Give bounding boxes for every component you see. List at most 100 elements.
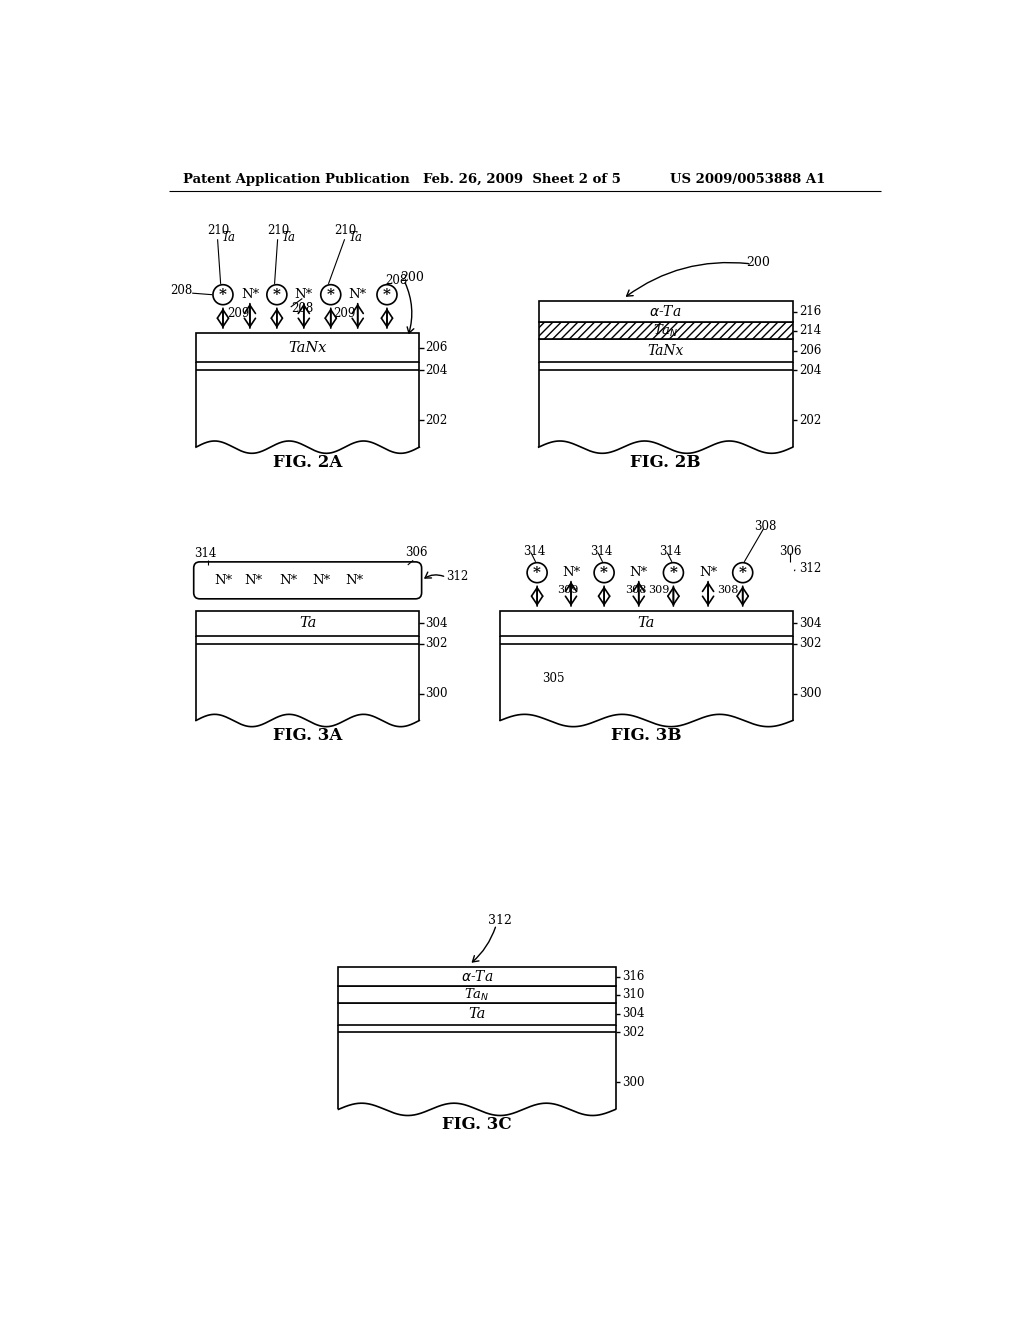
- Text: 316: 316: [622, 970, 644, 983]
- Text: 308: 308: [755, 520, 776, 533]
- Text: Feb. 26, 2009  Sheet 2 of 5: Feb. 26, 2009 Sheet 2 of 5: [423, 173, 621, 186]
- Text: FIG. 3A: FIG. 3A: [273, 727, 342, 744]
- Text: Ta$_N$: Ta$_N$: [464, 986, 489, 1003]
- Text: 300: 300: [425, 686, 447, 700]
- Text: 208: 208: [170, 284, 193, 297]
- Bar: [539, 339, 793, 363]
- Text: 204: 204: [799, 363, 821, 376]
- Text: *: *: [219, 288, 227, 302]
- Circle shape: [733, 562, 753, 582]
- Text: 209: 209: [333, 308, 355, 321]
- Text: 210: 210: [208, 224, 229, 238]
- Text: N*: N*: [630, 566, 648, 579]
- FancyBboxPatch shape: [194, 562, 422, 599]
- Text: 214: 214: [799, 325, 821, 338]
- Bar: [196, 333, 419, 363]
- Circle shape: [664, 562, 683, 582]
- Text: 209: 209: [226, 308, 249, 321]
- Text: N*: N*: [699, 566, 717, 579]
- Text: N*: N*: [562, 566, 580, 579]
- Text: *: *: [670, 566, 677, 579]
- Bar: [539, 301, 793, 322]
- Text: 210: 210: [267, 224, 290, 238]
- Text: 314: 314: [590, 545, 612, 557]
- Text: 200: 200: [746, 256, 770, 269]
- Text: N*: N*: [214, 574, 232, 587]
- Bar: [539, 322, 793, 339]
- Text: 300: 300: [622, 1076, 644, 1089]
- Text: FIG. 2A: FIG. 2A: [273, 454, 342, 471]
- Text: 314: 314: [523, 545, 546, 557]
- Text: N*: N*: [345, 574, 362, 587]
- Text: FIG. 3B: FIG. 3B: [611, 727, 682, 744]
- Text: 306: 306: [779, 545, 802, 557]
- Bar: [196, 611, 419, 636]
- Text: FIG. 3C: FIG. 3C: [442, 1117, 512, 1134]
- Text: $\alpha$-Ta: $\alpha$-Ta: [461, 969, 494, 983]
- Text: *: *: [273, 288, 281, 302]
- Text: Ta: Ta: [468, 1007, 485, 1020]
- Text: *: *: [600, 566, 608, 579]
- Text: 304: 304: [425, 616, 447, 630]
- Text: 302: 302: [622, 1026, 644, 1039]
- Text: 304: 304: [622, 1007, 644, 1020]
- Text: 302: 302: [425, 638, 447, 649]
- Text: 312: 312: [446, 570, 469, 583]
- Text: 314: 314: [659, 545, 682, 557]
- Text: 208: 208: [291, 302, 313, 315]
- Circle shape: [527, 562, 547, 582]
- Text: 216: 216: [799, 305, 821, 318]
- Text: Ta: Ta: [299, 616, 316, 631]
- Text: $\alpha$-Ta: $\alpha$-Ta: [649, 304, 682, 319]
- Text: Ta: Ta: [282, 231, 296, 244]
- Text: 310: 310: [622, 989, 644, 1001]
- Text: 202: 202: [799, 413, 821, 426]
- Text: 210: 210: [335, 224, 356, 238]
- Text: Ta: Ta: [348, 231, 362, 244]
- Bar: [339, 966, 615, 986]
- Circle shape: [213, 285, 233, 305]
- Text: 305: 305: [543, 672, 565, 685]
- Text: 204: 204: [425, 363, 447, 376]
- Text: 302: 302: [799, 638, 821, 649]
- Text: TaNx: TaNx: [289, 341, 327, 355]
- Circle shape: [377, 285, 397, 305]
- Text: N*: N*: [280, 574, 298, 587]
- Text: 202: 202: [425, 413, 447, 426]
- Text: 314: 314: [195, 548, 217, 561]
- Text: TaNx: TaNx: [647, 345, 684, 358]
- Text: N*: N*: [312, 574, 331, 587]
- Text: US 2009/0053888 A1: US 2009/0053888 A1: [670, 173, 825, 186]
- Text: N*: N*: [348, 288, 367, 301]
- Text: 312: 312: [799, 562, 821, 576]
- Text: N*: N*: [241, 288, 259, 301]
- Text: 308: 308: [625, 585, 646, 594]
- Text: *: *: [383, 288, 391, 302]
- Text: Ta: Ta: [638, 616, 655, 631]
- Text: N*: N*: [245, 574, 263, 587]
- Circle shape: [594, 562, 614, 582]
- Text: 309: 309: [648, 585, 670, 594]
- Circle shape: [267, 285, 287, 305]
- Text: 206: 206: [425, 342, 447, 354]
- Text: *: *: [327, 288, 335, 302]
- Text: *: *: [738, 566, 746, 579]
- Bar: [339, 986, 615, 1003]
- Text: Ta$_N$: Ta$_N$: [653, 323, 679, 339]
- Text: Ta: Ta: [221, 231, 236, 244]
- Text: Patent Application Publication: Patent Application Publication: [183, 173, 410, 186]
- Text: 306: 306: [406, 545, 428, 558]
- Text: 208: 208: [385, 275, 408, 288]
- Circle shape: [321, 285, 341, 305]
- Text: 312: 312: [488, 915, 512, 927]
- Text: N*: N*: [295, 288, 313, 301]
- Text: 309: 309: [557, 585, 579, 594]
- Text: 308: 308: [717, 585, 738, 594]
- Bar: [500, 611, 793, 636]
- Text: 200: 200: [400, 271, 424, 284]
- Bar: [339, 1003, 615, 1024]
- Text: 300: 300: [799, 686, 821, 700]
- Text: FIG. 2B: FIG. 2B: [631, 454, 701, 471]
- Text: *: *: [534, 566, 541, 579]
- Text: 304: 304: [799, 616, 821, 630]
